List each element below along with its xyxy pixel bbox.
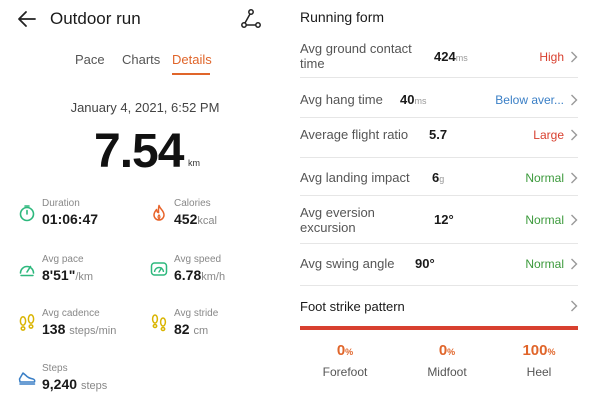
form-row-ground-contact[interactable]: Avg ground contact time 424ms High — [300, 38, 578, 78]
stat-label: Avg stride — [174, 308, 219, 319]
foot-strike-pattern-row[interactable]: Foot strike pattern — [300, 290, 578, 324]
strike-name: Heel — [526, 365, 552, 379]
row-value: 5.7 — [429, 127, 448, 142]
active-tab-indicator — [172, 73, 210, 75]
gauge-icon — [19, 265, 35, 277]
strike-name: Midfoot — [427, 365, 467, 379]
status-badge: Large — [533, 128, 564, 142]
row-value: 424ms — [434, 49, 468, 64]
form-row-flight-ratio[interactable]: Average flight ratio 5.7 Large — [300, 118, 578, 158]
stat-label: Duration — [42, 198, 80, 209]
tab-charts[interactable]: Charts — [122, 52, 161, 67]
stat-steps: Steps 9,240 steps — [18, 363, 148, 400]
share-icon[interactable] — [240, 8, 262, 30]
stat-label: Avg pace — [42, 254, 84, 265]
row-label: Foot strike pattern — [300, 299, 405, 314]
stat-avg-speed: Avg speed 6.78km/h — [150, 254, 280, 294]
stat-avg-stride: Avg stride 82 cm — [150, 308, 280, 348]
stat-calories: Calories 452kcal — [150, 198, 280, 238]
speedometer-icon — [150, 262, 168, 276]
stat-value: 138 steps/min — [42, 321, 117, 337]
row-value: 40ms — [400, 92, 427, 107]
workout-date: January 4, 2021, 6:52 PM — [70, 100, 220, 115]
footprints-icon — [151, 314, 167, 332]
row-label: Avg hang time — [300, 92, 383, 107]
strike-percent: 100% — [522, 342, 556, 359]
stat-value: 01:06:47 — [42, 211, 99, 227]
stat-label: Calories — [174, 198, 211, 209]
row-value: 6g — [432, 170, 445, 185]
form-row-eversion-excursion[interactable]: Avg eversion excursion 12° Normal — [300, 196, 578, 244]
back-arrow-icon[interactable] — [16, 8, 38, 30]
row-label: Avg swing angle — [300, 256, 395, 271]
row-value: 90° — [415, 256, 435, 271]
row-value: 12° — [434, 212, 454, 227]
form-row-hang-time[interactable]: Avg hang time 40ms Below aver... — [300, 80, 578, 118]
tab-pace[interactable]: Pace — [75, 52, 105, 67]
chevron-right-icon — [571, 300, 578, 312]
workout-summary-panel: Outdoor run Pace Charts Details January … — [0, 0, 290, 400]
flame-icon — [153, 204, 165, 221]
stat-avg-cadence: Avg cadence 138 steps/min — [18, 308, 148, 348]
form-row-landing-impact[interactable]: Avg landing impact 6g Normal — [300, 158, 578, 196]
strike-percent: 0% — [336, 342, 354, 359]
stat-label: Avg speed — [174, 254, 222, 265]
stat-value: 82 cm — [174, 321, 209, 337]
foot-strike-midfoot: 0% Midfoot — [402, 342, 492, 379]
shoe-icon — [18, 372, 36, 385]
stopwatch-icon — [19, 205, 35, 222]
stat-avg-pace: Avg pace 8'51"/km — [18, 254, 148, 294]
row-label: Avg ground contact time — [300, 41, 412, 71]
row-label: Avg landing impact — [300, 170, 410, 185]
row-label: Average flight ratio — [300, 127, 409, 142]
stat-label: Avg cadence — [42, 308, 100, 319]
row-label: Avg eversion excursion — [300, 205, 375, 235]
foot-strike-forefoot: 0% Forefoot — [300, 342, 390, 379]
status-badge: Normal — [525, 213, 564, 227]
form-row-swing-angle[interactable]: Avg swing angle 90° Normal — [300, 244, 578, 286]
foot-strike-heel: 100% Heel — [494, 342, 584, 379]
chevron-right-icon — [571, 51, 578, 63]
tab-bar: Pace Charts Details — [0, 52, 290, 78]
running-form-panel: Running form Avg ground contact time 424… — [300, 0, 590, 400]
page-title: Outdoor run — [50, 9, 141, 28]
status-badge: Normal — [525, 257, 564, 271]
stat-value: 452kcal — [174, 211, 217, 227]
chevron-right-icon — [571, 94, 578, 106]
footprints-icon — [19, 314, 35, 331]
stat-label: Steps — [42, 363, 68, 374]
status-badge: Normal — [525, 171, 564, 185]
foot-strike-bar — [300, 326, 578, 330]
stat-value: 9,240 steps — [42, 376, 108, 392]
strike-name: Forefoot — [322, 365, 368, 379]
stat-value: 8'51"/km — [42, 267, 94, 283]
chevron-right-icon — [571, 214, 578, 226]
app-header: Outdoor run — [0, 0, 290, 38]
section-title: Running form — [300, 9, 385, 25]
status-badge: High — [539, 50, 564, 64]
chevron-right-icon — [571, 129, 578, 141]
distance-value: 7.54 — [94, 125, 184, 178]
status-badge: Below aver... — [495, 93, 564, 107]
chevron-right-icon — [571, 258, 578, 270]
distance-unit: km — [188, 158, 200, 168]
tab-details[interactable]: Details — [172, 52, 212, 67]
stat-duration: Duration 01:06:47 — [18, 198, 148, 238]
stat-value: 6.78km/h — [174, 267, 226, 283]
chevron-right-icon — [571, 172, 578, 184]
strike-percent: 0% — [438, 342, 456, 359]
